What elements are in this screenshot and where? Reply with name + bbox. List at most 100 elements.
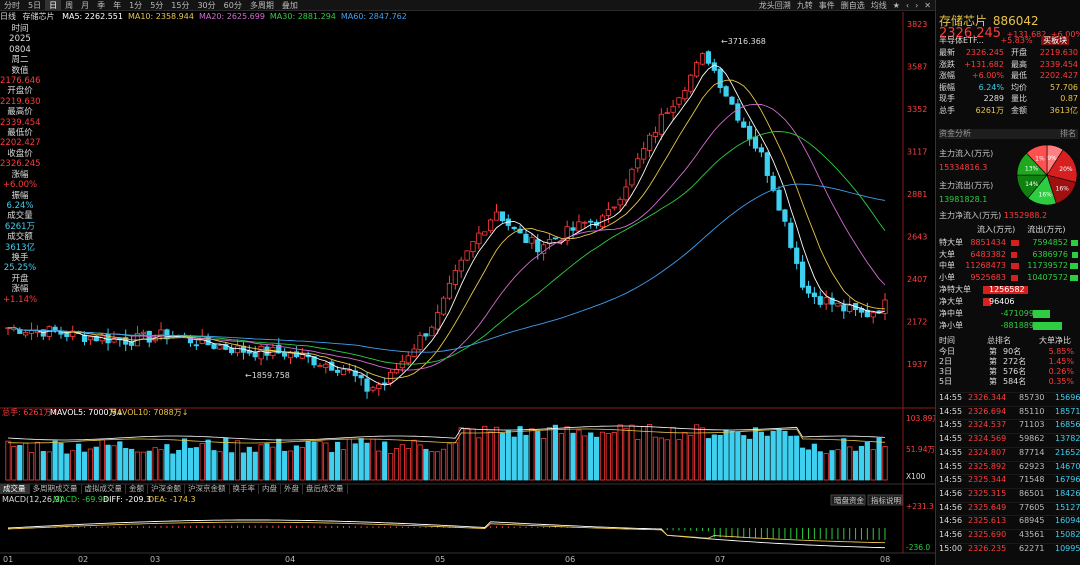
flow-out-bar (1071, 240, 1078, 246)
tick-price: 2325.344 (968, 475, 1007, 485)
indicator-tab[interactable]: 成交量 (0, 484, 30, 494)
volume-bar (470, 428, 476, 481)
sector-name[interactable]: 半导体ETF... (939, 36, 984, 45)
volume-bar (335, 441, 341, 481)
net-bar (983, 298, 991, 306)
flow-out-header: 流出(万元) (1027, 225, 1066, 234)
volume-bar (229, 452, 235, 481)
sector-line: 半导体ETF... +5.83% 买板块 (939, 36, 1078, 46)
toolbar-action[interactable]: 均线 (870, 1, 887, 10)
period-tab[interactable]: 30分 (197, 1, 216, 10)
info-line: 周二 (11, 55, 29, 66)
flow-out-bar (1070, 263, 1078, 269)
volume-bar (270, 446, 276, 481)
net-value: -881889 (1000, 321, 1034, 330)
candle-body (564, 226, 570, 241)
info-line: 成交额 (7, 232, 33, 243)
candle-body (629, 168, 635, 186)
volume-bar (81, 451, 88, 481)
toolbar-action[interactable]: › (915, 1, 919, 10)
volume-bar (46, 451, 52, 481)
tick-volume: 62923 (1019, 461, 1045, 471)
volume-bar (28, 452, 35, 481)
toolbar-action[interactable]: 九转 (796, 1, 813, 10)
candle-body (164, 329, 170, 340)
candle-body (758, 147, 764, 153)
flow-out-bar (1070, 274, 1078, 281)
volume-bar (376, 450, 382, 481)
indicator-tab[interactable]: 虚拟成交量 (82, 484, 126, 494)
period-tab[interactable]: 月 (81, 1, 90, 10)
indicator-tab[interactable]: 内盘 (259, 484, 281, 494)
volume-bar (682, 432, 688, 481)
volume-bar (705, 438, 712, 481)
rank-period: 3日 (939, 367, 953, 376)
low-annotation: ←1859.758 (245, 371, 290, 380)
quote-row: 振幅 6.24% 均价 57.706 (939, 83, 1078, 93)
ma-legend-item: MA20: 2625.699 (198, 12, 265, 21)
candle-body (340, 369, 347, 375)
ma-line (7, 79, 886, 379)
volume-bar (770, 430, 776, 481)
period-tab[interactable]: 季 (97, 1, 106, 10)
toolbar-action[interactable]: 龙头回溯 (758, 1, 791, 10)
indicator-tab[interactable]: 沪深京金额 (185, 484, 230, 494)
macd-legend-item: DIFF: -209.3 (103, 495, 151, 504)
indicator-tab[interactable]: 沪深金额 (148, 484, 185, 494)
period-tab[interactable]: 多周期 (249, 1, 274, 10)
rank-pct: 5.85% (1048, 347, 1074, 356)
period-tab[interactable]: 叠加 (281, 1, 298, 10)
tick-time: 14:56 (939, 488, 963, 498)
period-tab[interactable]: 5分 (150, 1, 164, 10)
sector-buy-button[interactable]: 买板块 (1041, 36, 1070, 45)
indicator-tab[interactable]: 外盘 (281, 484, 303, 494)
candle-body (535, 239, 541, 253)
indicator-tab[interactable]: 换手率 (230, 484, 259, 494)
toolbar-action[interactable]: ★ (892, 1, 900, 10)
rank-link[interactable]: 排名 (1060, 129, 1076, 138)
period-tab[interactable]: 60分 (223, 1, 242, 10)
candle-body (711, 62, 717, 71)
period-tab[interactable]: 5日 (28, 1, 42, 10)
period-tab[interactable]: 年 (113, 1, 122, 10)
volume-bar (440, 448, 447, 481)
macd-button: 指标说明 (871, 495, 901, 505)
ma-legend-item: MA5: 2262.551 (62, 12, 123, 21)
volume-bar (58, 442, 64, 481)
tick-row: 14:55 2324.537 71103 16856 (939, 419, 1080, 430)
toolbar-action[interactable]: 删自选 (840, 1, 865, 10)
net-bar (1033, 310, 1050, 318)
period-tab[interactable]: 周 (65, 1, 74, 10)
period-tab[interactable]: 1分 (129, 1, 143, 10)
volume-bar (176, 449, 182, 481)
info-line: 开盘 (11, 273, 29, 284)
period-tab[interactable]: 日 (45, 0, 62, 10)
indicator-tab[interactable]: 多周期成交量 (30, 484, 82, 494)
candle-body (429, 326, 435, 337)
candle-body (393, 368, 400, 374)
info-line: 收盘价 (7, 148, 33, 159)
toolbar-action[interactable]: 事件 (818, 1, 835, 10)
kline-chart[interactable]: 3823 3587 3352 3117 2881 2643 2407 2172 1937 ←371… (0, 0, 935, 565)
flow-label: 大单 (939, 249, 955, 259)
fund-title: 资金分析 (939, 129, 971, 138)
tick-time: 14:56 (939, 502, 963, 512)
tick-count: 13782 (1055, 434, 1080, 444)
toolbar-action[interactable]: ✕ (924, 1, 931, 10)
volume-bar (864, 441, 870, 481)
toolbar-actions: 龙头回溯 九转 事件 删自选 均线 ★ ‹ › ✕ (753, 0, 931, 10)
flow-label: 小单 (939, 272, 955, 282)
period-tab[interactable]: 15分 (171, 1, 190, 10)
volume-bar (211, 450, 217, 481)
candle-body (276, 344, 282, 354)
fund-pie-chart: 9%20%16%16%14%13%1% (1016, 144, 1078, 206)
indicator-tab[interactable]: 金额 (126, 484, 148, 494)
toolbar-action[interactable]: ‹ (905, 1, 910, 10)
high-annotation: ←3716.368 (721, 37, 766, 46)
flow-in-bar (1011, 240, 1019, 246)
tick-row: 14:55 2324.807 87714 21652 (939, 446, 1080, 458)
volume-bar (658, 437, 664, 481)
indicator-tab[interactable]: 盘后成交量 (303, 484, 348, 494)
candle-body (140, 331, 146, 334)
period-tab[interactable]: 分时 (4, 1, 20, 10)
